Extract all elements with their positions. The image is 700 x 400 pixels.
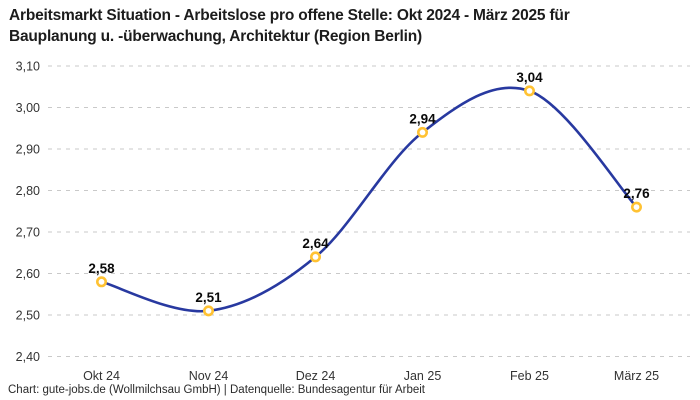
chart-title-line2: Bauplanung u. -überwachung, Architektur … — [9, 28, 422, 45]
y-tick-label: 2,40 — [16, 350, 40, 364]
data-point-label: 2,58 — [88, 261, 115, 276]
data-point-marker — [203, 305, 215, 317]
data-point-label: 2,94 — [409, 111, 436, 126]
x-tick-label: März 25 — [614, 369, 659, 383]
data-point-label: 2,51 — [195, 290, 222, 305]
x-tick-label: Jan 25 — [404, 369, 442, 383]
data-point-marker — [523, 85, 535, 97]
data-point-marker — [96, 276, 108, 288]
chart-credit: Chart: gute-jobs.de (Wollmilchsau GmbH) … — [8, 384, 425, 396]
y-tick-label: 2,60 — [16, 267, 40, 281]
x-tick-label: Dez 24 — [296, 369, 336, 383]
data-point-marker — [309, 251, 321, 263]
y-tick-label: 3,00 — [16, 101, 40, 115]
y-tick-label: 2,90 — [16, 143, 40, 157]
x-tick-label: Okt 24 — [83, 369, 120, 383]
y-tick-label: 3,10 — [16, 60, 40, 74]
y-tick-label: 2,50 — [16, 309, 40, 323]
x-tick-label: Nov 24 — [189, 369, 229, 383]
data-point-marker — [630, 201, 642, 213]
data-point-marker — [416, 126, 428, 138]
series-line — [100, 86, 638, 313]
chart-title-line1: Arbeitsmarkt Situation - Arbeitslose pro… — [9, 7, 570, 24]
data-point-label: 2,76 — [623, 186, 650, 201]
y-tick-label: 2,70 — [16, 226, 40, 240]
y-tick-label: 2,80 — [16, 184, 40, 198]
data-point-label: 3,04 — [516, 70, 543, 85]
x-tick-label: Feb 25 — [510, 369, 549, 383]
chart-title: Arbeitsmarkt Situation - Arbeitslose pro… — [9, 5, 694, 47]
data-point-label: 2,64 — [302, 236, 329, 251]
